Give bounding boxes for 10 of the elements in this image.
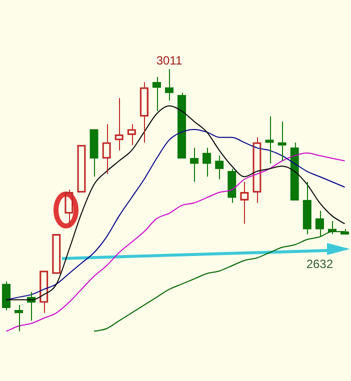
candlestick	[90, 129, 98, 178]
candlestick	[228, 168, 236, 204]
candlestick	[278, 121, 286, 162]
candlestick	[2, 280, 11, 311]
candlestick	[302, 181, 312, 235]
candlestick	[177, 92, 186, 159]
annotation: 2632	[306, 257, 334, 272]
candlestick	[290, 142, 299, 201]
candlestick	[265, 116, 274, 164]
annotation: 3011	[156, 53, 182, 68]
